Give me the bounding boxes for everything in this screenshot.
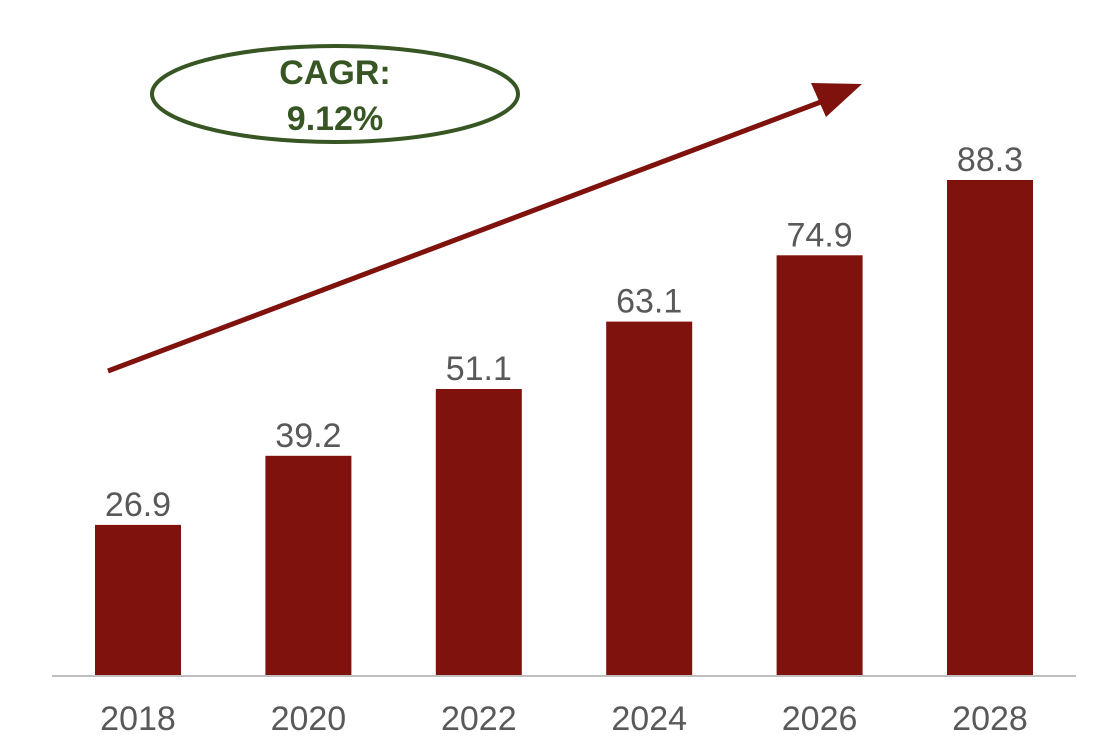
bar-2018 bbox=[95, 524, 181, 676]
bar-2028 bbox=[947, 180, 1033, 676]
x-tick-label-2028: 2028 bbox=[952, 700, 1028, 738]
bar-2026 bbox=[776, 255, 863, 677]
x-tick-label-2020: 2020 bbox=[271, 700, 347, 738]
bar-2020 bbox=[265, 455, 352, 676]
trend-arrow-head bbox=[811, 83, 862, 117]
x-tick-label-2024: 2024 bbox=[611, 700, 687, 738]
x-tick-label-2026: 2026 bbox=[782, 700, 858, 738]
bars-group bbox=[95, 180, 1033, 677]
bar-value-label-2028: 88.3 bbox=[957, 141, 1023, 179]
bar-2024 bbox=[606, 321, 693, 676]
trend-arrow-line bbox=[107, 97, 827, 374]
bar-2022 bbox=[435, 389, 522, 676]
bar-value-label-2018: 26.9 bbox=[105, 486, 171, 524]
trend-arrow bbox=[107, 83, 862, 374]
bar-value-label-2026: 74.9 bbox=[787, 216, 853, 254]
bar-value-label-2020: 39.2 bbox=[275, 417, 341, 455]
cagr-label: CAGR: bbox=[279, 54, 390, 92]
value-labels-group: 26.9 39.2 51.1 63.1 74.9 88.3 bbox=[105, 141, 1023, 524]
bar-value-label-2022: 51.1 bbox=[446, 350, 512, 388]
cagr-ellipse bbox=[150, 44, 520, 144]
x-tick-labels-group: 2018 2020 2022 2024 2026 2028 bbox=[100, 700, 1028, 738]
x-tick-label-2022: 2022 bbox=[441, 700, 517, 738]
cagr-value: 9.12% bbox=[287, 100, 383, 138]
bar-value-label-2024: 63.1 bbox=[616, 283, 682, 321]
x-tick-label-2018: 2018 bbox=[100, 700, 176, 738]
cagr-callout: CAGR: 9.12% bbox=[150, 44, 520, 144]
